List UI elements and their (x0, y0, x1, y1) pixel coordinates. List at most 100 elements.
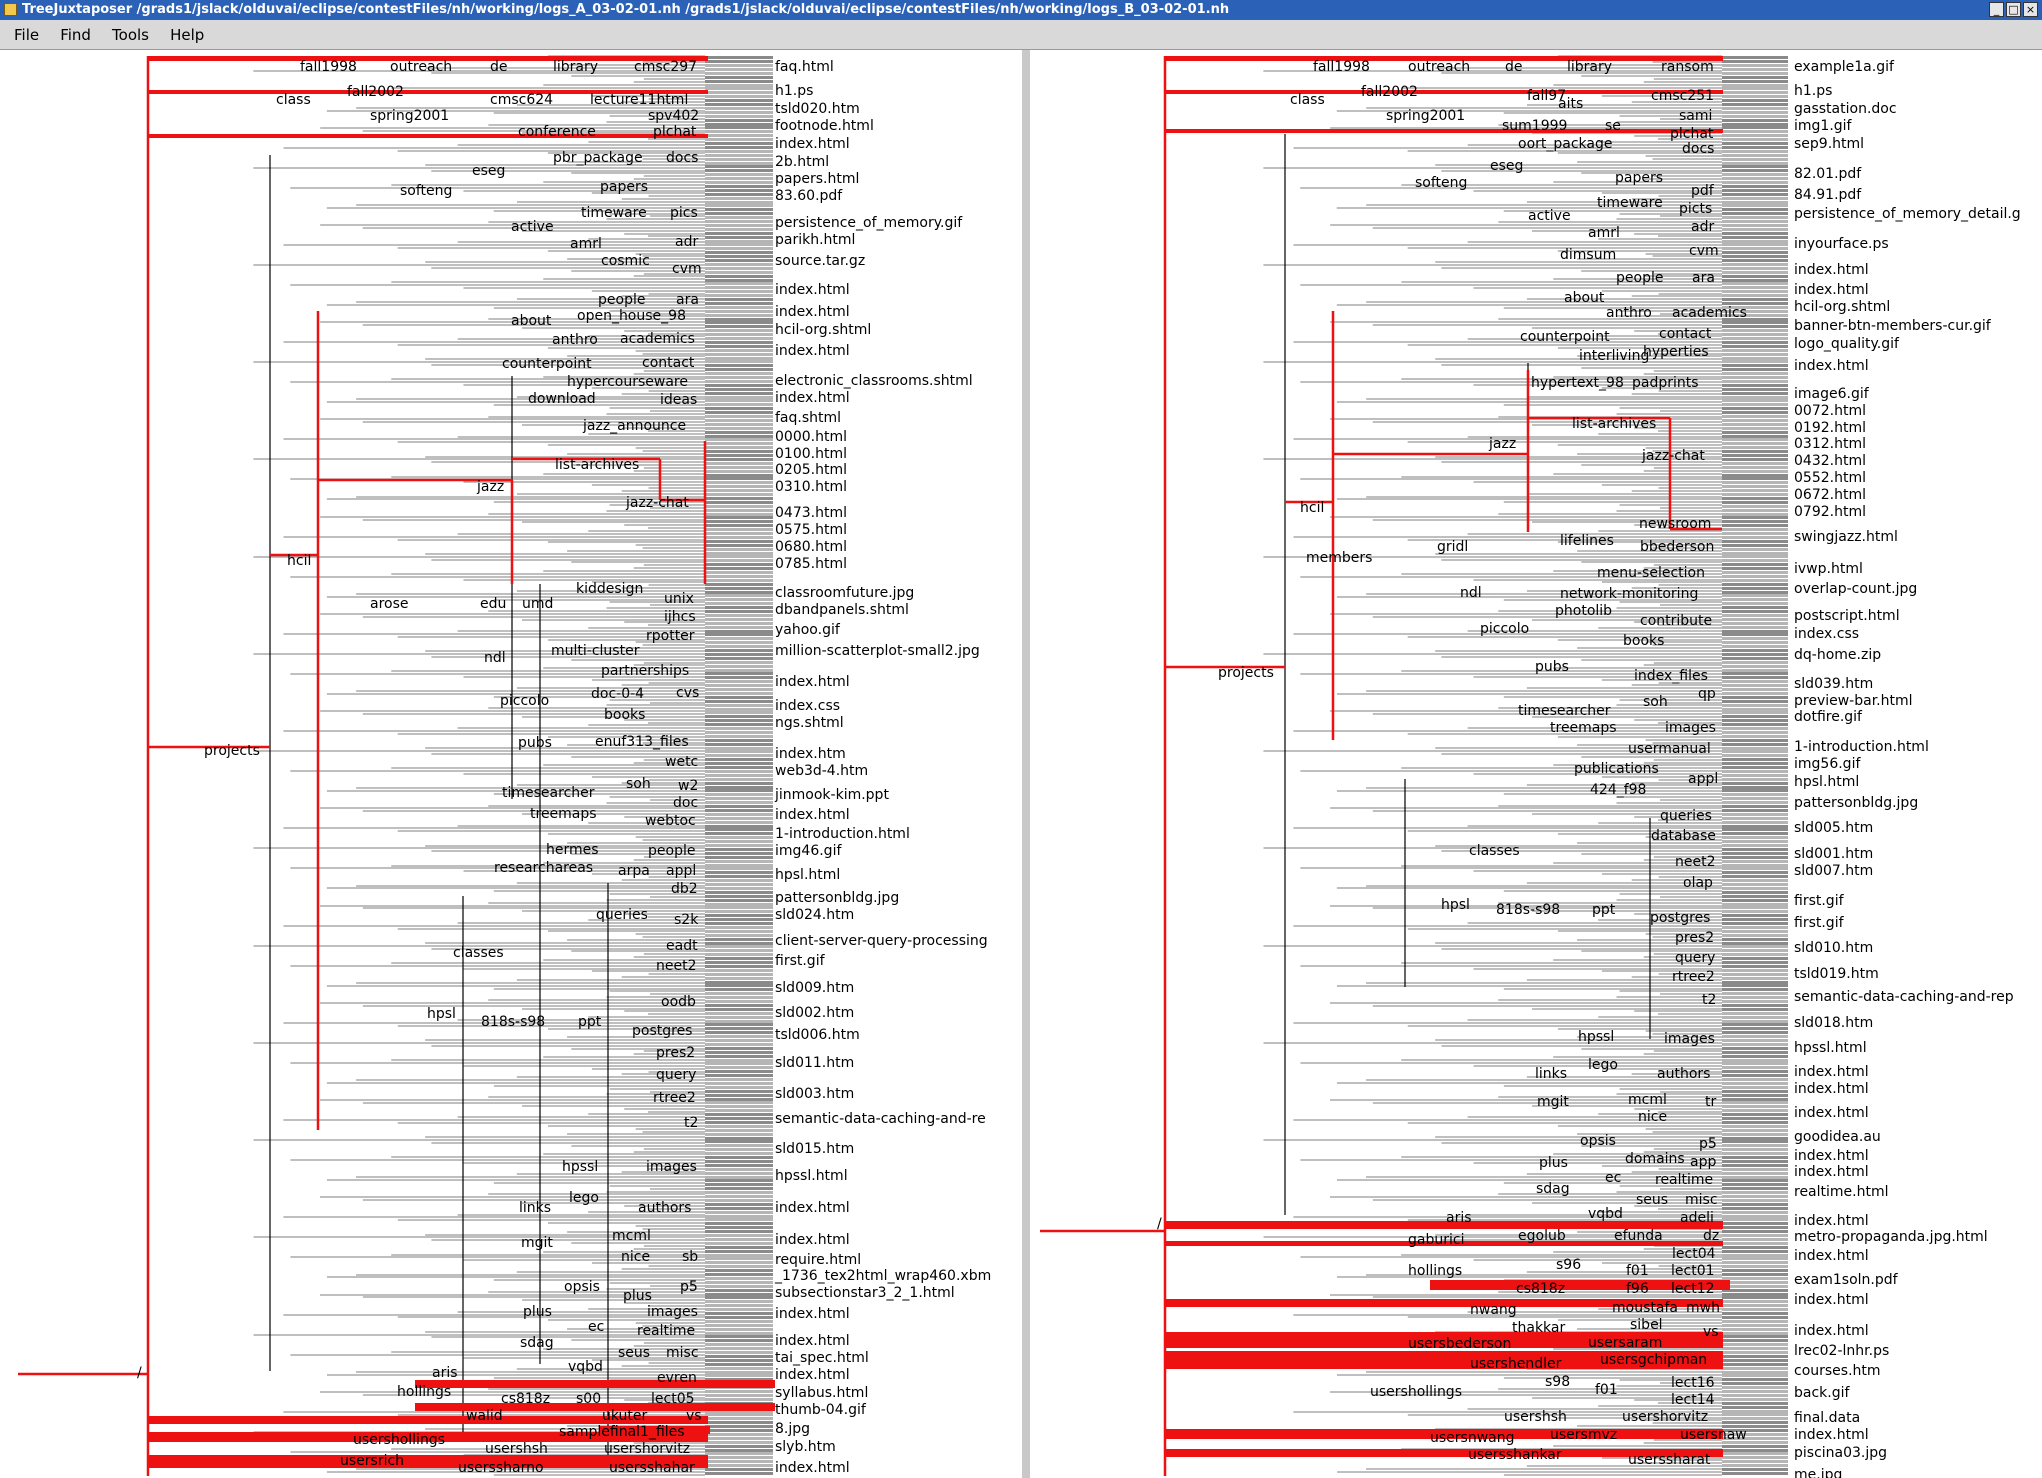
file-label[interactable]: first.gif (775, 953, 826, 969)
file-label[interactable]: tai_spec.html (775, 1350, 869, 1366)
node-label[interactable]: projects (1218, 665, 1274, 681)
node-label[interactable]: samplefinal1_files (559, 1424, 685, 1440)
node-label[interactable]: kiddesign (576, 581, 643, 597)
file-label[interactable]: sep9.html (1794, 136, 1864, 152)
file-label[interactable]: realtime.html (1794, 1184, 1889, 1200)
file-label[interactable]: index.css (775, 698, 840, 714)
node-label[interactable]: jazz-chat (625, 495, 689, 511)
node-label[interactable]: publications (1574, 761, 1659, 777)
node-label[interactable]: database (1651, 828, 1716, 844)
node-label[interactable]: images (647, 1304, 698, 1320)
node-label[interactable]: enuf313_files (595, 734, 689, 750)
node-label[interactable]: usersshankar (1468, 1447, 1562, 1463)
node-label[interactable]: contact (642, 355, 695, 371)
file-label[interactable]: index.html (1794, 1292, 1869, 1308)
node-label[interactable]: usersbederson (1408, 1336, 1511, 1352)
file-label[interactable]: 0432.html (1794, 453, 1866, 469)
node-label[interactable]: mcml (1628, 1092, 1667, 1108)
node-label[interactable]: interliving (1579, 348, 1649, 364)
node-label[interactable]: 818s-s98 (1496, 902, 1560, 918)
node-label[interactable]: library (1567, 59, 1612, 75)
node-label[interactable]: hpssl (1578, 1029, 1614, 1045)
file-label[interactable]: index.html (1794, 282, 1869, 298)
file-label[interactable]: image6.gif (1794, 386, 1870, 402)
node-label[interactable]: multi-cluster (551, 643, 640, 659)
node-label[interactable]: mcml (612, 1228, 651, 1244)
node-label[interactable]: books (604, 707, 645, 723)
menu-tools[interactable]: Tools (112, 26, 149, 44)
file-label[interactable]: persistence_of_memory_detail.g (1794, 206, 2021, 222)
file-label[interactable]: index.html (1794, 1164, 1869, 1180)
file-label[interactable]: 83.60.pdf (775, 188, 843, 204)
node-label[interactable]: hpsl (1441, 897, 1470, 913)
node-label[interactable]: edu (480, 596, 506, 612)
node-label[interactable]: vs (1703, 1324, 1719, 1340)
node-label[interactable]: userssharat (1628, 1452, 1711, 1468)
node-label[interactable]: arpa (618, 863, 650, 879)
right-tree-pane[interactable]: / fall1998 outreach de library ransom class fal… (1030, 50, 2042, 1478)
node-label[interactable]: papers (600, 179, 648, 195)
node-label[interactable]: timeware (1597, 195, 1663, 211)
file-label[interactable]: _1736_tex2html_wrap460.xbm (774, 1268, 991, 1284)
node-label[interactable]: pbr_package (553, 150, 643, 166)
file-label[interactable]: index.html (1794, 1427, 1869, 1443)
node-label[interactable]: fall97 (1527, 88, 1566, 104)
node-label[interactable]: f01 (1626, 1263, 1649, 1279)
node-label[interactable]: adr (1691, 219, 1714, 235)
node-label[interactable]: ppt (1592, 902, 1616, 918)
node-label[interactable]: usersgchipman (1600, 1352, 1707, 1368)
node-label[interactable]: spring2001 (1386, 108, 1465, 124)
node-label[interactable]: ijhcs (664, 609, 696, 625)
node-label[interactable]: plchat (1670, 126, 1714, 142)
file-label[interactable]: index.css (1794, 626, 1859, 642)
file-label[interactable]: persistence_of_memory.gif (775, 215, 963, 231)
node-label[interactable]: cmsc624 (490, 92, 553, 108)
node-label[interactable]: jazz (476, 479, 504, 495)
file-label[interactable]: faq.html (775, 59, 834, 75)
node-label[interactable]: piccolo (1480, 621, 1529, 637)
node-label[interactable]: aris (1446, 1210, 1472, 1226)
file-label[interactable]: preview-bar.html (1794, 693, 1913, 709)
file-label[interactable]: exam1soln.pdf (1794, 1272, 1899, 1288)
file-label[interactable]: papers.html (775, 171, 859, 187)
node-label[interactable]: usershsh (1504, 1409, 1567, 1425)
node-label[interactable]: gridl (1437, 539, 1468, 555)
node-label[interactable]: evren (657, 1370, 697, 1386)
node-label[interactable]: photolib (1555, 603, 1612, 619)
file-label[interactable]: dbandpanels.shtml (775, 602, 909, 618)
node-label[interactable]: ppt (578, 1014, 602, 1030)
node-label[interactable]: treemaps (1550, 720, 1617, 736)
node-label[interactable]: lego (569, 1190, 599, 1206)
node-label[interactable]: mwh (1686, 1300, 1720, 1316)
node-label[interactable]: nwang (1470, 1302, 1517, 1318)
file-label[interactable]: me.jpg (1794, 1467, 1842, 1478)
node-label[interactable]: counterpoint (502, 356, 592, 372)
node-label[interactable]: gaburici (1408, 1232, 1464, 1248)
file-label[interactable]: example1a.gif (1794, 59, 1895, 75)
file-label[interactable]: index.html (775, 390, 850, 406)
file-label[interactable]: 0000.html (775, 429, 847, 445)
file-label[interactable]: 0552.html (1794, 470, 1866, 486)
node-label[interactable]: academics (1672, 305, 1747, 321)
file-label[interactable]: semantic-data-caching-and-re (775, 1111, 986, 1127)
node-label[interactable]: dimsum (1560, 247, 1616, 263)
node-label[interactable]: jazz (1488, 436, 1516, 452)
node-label[interactable]: cs818z (1516, 1281, 1565, 1297)
node-label[interactable]: f01 (1595, 1382, 1618, 1398)
node-label[interactable]: about (1564, 290, 1605, 306)
node-label[interactable]: amrl (1588, 225, 1620, 241)
node-label[interactable]: appl (666, 863, 696, 879)
node-label[interactable]: app (1690, 1154, 1716, 1170)
file-label[interactable]: sld007.htm (1794, 863, 1873, 879)
node-label[interactable]: neet2 (1675, 854, 1716, 870)
node-label[interactable]: picts (1679, 201, 1712, 217)
node-label[interactable]: lect01 (1671, 1263, 1715, 1279)
node-label[interactable]: s98 (1545, 1374, 1570, 1390)
file-label[interactable]: client-server-query-processing (775, 933, 988, 949)
node-label[interactable]: de (490, 59, 508, 75)
node-label[interactable]: pres2 (1675, 930, 1714, 946)
node-label[interactable]: 818s-s98 (481, 1014, 545, 1030)
file-label[interactable]: h1.ps (775, 83, 813, 99)
file-label[interactable]: index.html (775, 1306, 850, 1322)
node-label[interactable]: plus (623, 1288, 652, 1304)
